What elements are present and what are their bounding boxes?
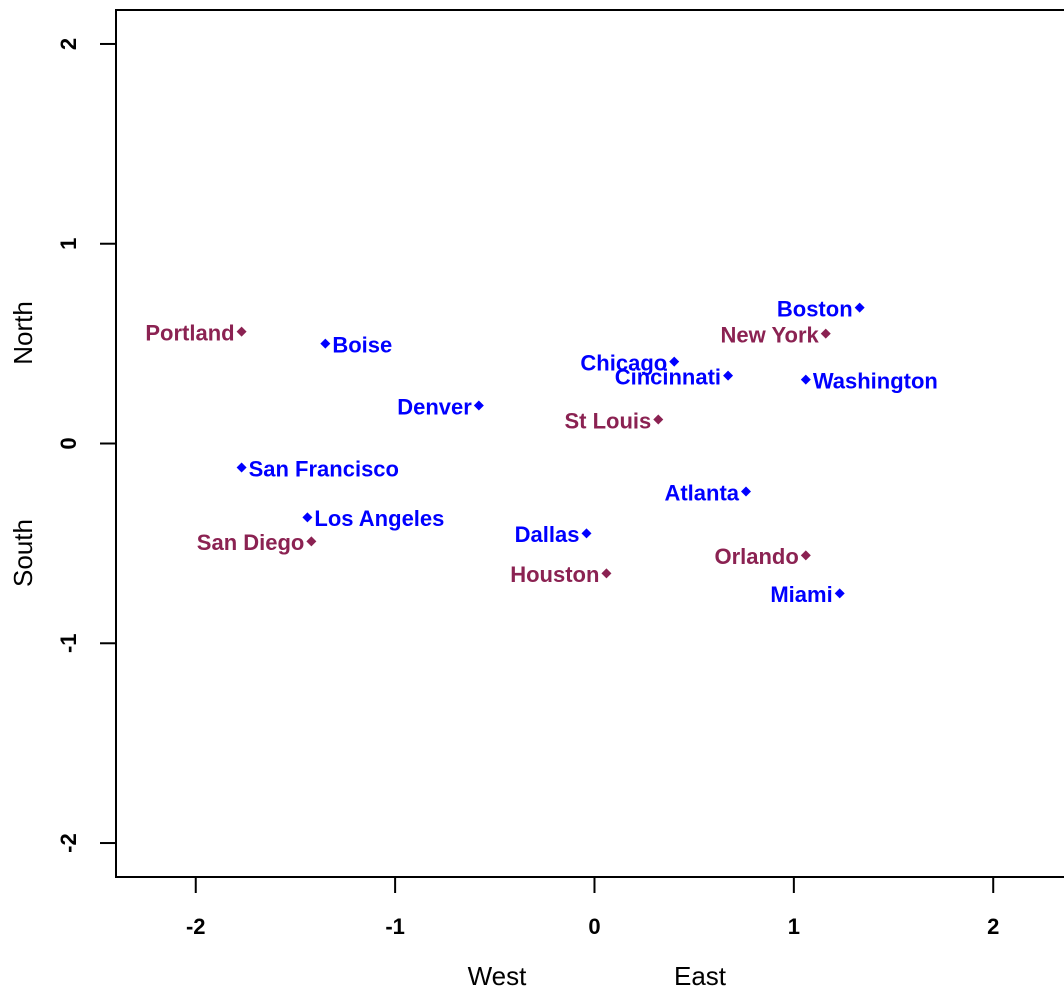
x-axis-label: West <box>468 961 528 991</box>
y-tick-label: 2 <box>56 38 81 50</box>
y-axis-label: South <box>8 519 38 587</box>
point <box>800 374 811 385</box>
point-label: Boise <box>332 332 392 357</box>
x-axis-label: East <box>674 961 727 991</box>
point-label: Chicago <box>580 350 667 375</box>
point <box>473 400 484 411</box>
point-label: San Diego <box>197 530 305 555</box>
point-label: Dallas <box>515 522 580 547</box>
point <box>320 338 331 349</box>
y-tick-label: -1 <box>56 633 81 653</box>
x-tick-label: 0 <box>588 914 600 939</box>
point-label: Atlanta <box>664 480 739 505</box>
point <box>723 370 734 381</box>
point <box>741 486 752 497</box>
point <box>236 326 247 337</box>
x-tick-label: 1 <box>788 914 800 939</box>
x-tick-label: -2 <box>186 914 206 939</box>
y-tick-label: 1 <box>56 238 81 250</box>
point-label: Los Angeles <box>314 506 444 531</box>
point-label: Washington <box>813 368 938 393</box>
point-label: New York <box>721 322 820 347</box>
point <box>236 462 247 473</box>
x-tick-label: 2 <box>987 914 999 939</box>
point-label: Houston <box>510 562 599 587</box>
point-label: Orlando <box>714 544 798 569</box>
point <box>669 356 680 367</box>
point-label: Portland <box>145 320 234 345</box>
point <box>581 528 592 539</box>
y-tick-label: 0 <box>56 437 81 449</box>
point-label: Miami <box>770 582 832 607</box>
point-label: San Francisco <box>249 456 399 481</box>
point-label: St Louis <box>565 408 652 433</box>
y-axis-label: North <box>8 301 38 365</box>
point <box>820 328 831 339</box>
point <box>653 414 664 425</box>
point <box>306 536 317 547</box>
x-tick-label: -1 <box>385 914 405 939</box>
point <box>800 550 811 561</box>
y-tick-label: -2 <box>56 833 81 853</box>
point <box>854 302 865 313</box>
point-label: Denver <box>397 394 472 419</box>
plot-frame <box>115 9 1064 878</box>
point <box>302 512 313 523</box>
point <box>601 568 612 579</box>
point-label: Cincinnati <box>615 364 721 389</box>
point-label: Boston <box>777 296 853 321</box>
point <box>834 588 845 599</box>
